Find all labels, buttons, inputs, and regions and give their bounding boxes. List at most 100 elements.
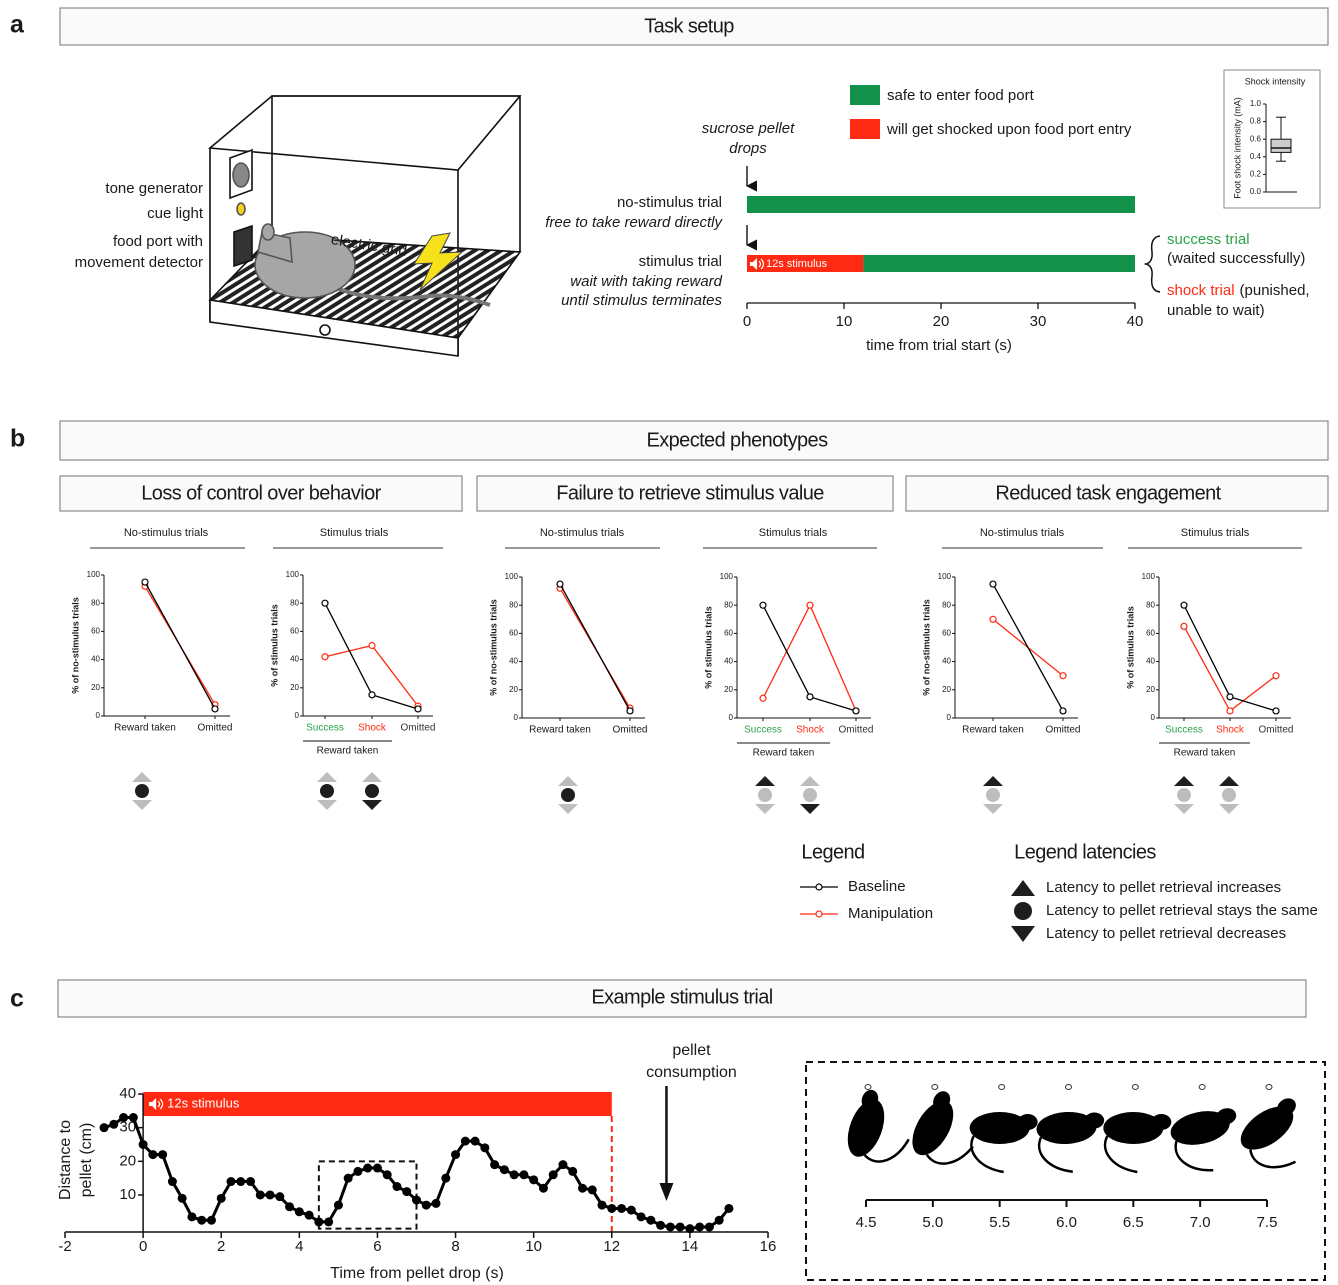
point (568, 1167, 577, 1176)
latency-same (135, 784, 149, 798)
point (139, 1140, 148, 1149)
point (1227, 708, 1233, 714)
point (676, 1222, 685, 1231)
point (1273, 708, 1279, 714)
chart-title: No-stimulus trials (980, 527, 1065, 539)
x-tick-label: Omitted (1045, 725, 1080, 736)
point (1060, 708, 1066, 714)
latency-down (800, 804, 820, 814)
figure: a Task setup b Expected phenotypes Loss … (0, 0, 1338, 1285)
point (322, 600, 328, 606)
latency-same (561, 788, 575, 802)
point (705, 1222, 714, 1231)
point (295, 1207, 304, 1216)
apparatus-label: food port with (113, 233, 203, 250)
x-tick-label: 5.5 (989, 1214, 1010, 1231)
latency-up (800, 776, 820, 786)
annotation: pellet (672, 1042, 711, 1059)
latency-up (558, 776, 578, 786)
x-tick-label: Shock (796, 725, 825, 736)
point (275, 1192, 284, 1201)
point (119, 1113, 128, 1122)
page: { "panels": { "a": {"letter": "a", "titl… (0, 0, 1338, 1285)
x-axis-label: Time from pellet drop (s) (330, 1265, 504, 1282)
x-tick-label: Reward taken (529, 725, 591, 736)
legend-swatch (850, 85, 880, 105)
x-tick-label: 6.0 (1056, 1214, 1077, 1231)
point (480, 1143, 489, 1152)
point (353, 1167, 362, 1176)
point (109, 1120, 118, 1129)
y-axis-label: Foot shock intensity (mA) (1232, 97, 1242, 199)
x-tick-label: 2 (217, 1238, 225, 1255)
box-top (210, 96, 520, 170)
latency-same (1177, 788, 1191, 802)
bar-segment (747, 196, 1135, 213)
y-tick-label: 0.6 (1250, 134, 1262, 143)
stimulus-label: 12s stimulus (167, 1095, 240, 1110)
mouse-ear (262, 224, 274, 240)
latency-same (365, 784, 379, 798)
point (724, 1204, 733, 1213)
point (627, 1206, 636, 1215)
x-tick-label: 10 (836, 313, 853, 330)
y-tick-label: 0.8 (1250, 117, 1262, 126)
point (990, 616, 996, 622)
group-label: Reward taken (317, 746, 379, 757)
cue-light (237, 203, 245, 215)
x-tick-label: Shock (1216, 725, 1245, 736)
point (212, 706, 218, 712)
legend-label: Latency to pellet retrieval increases (1046, 879, 1281, 896)
point (549, 1170, 558, 1179)
y-tick-label: 100 (87, 570, 101, 579)
y-tick-label: 0 (729, 713, 734, 722)
pellet (1266, 1085, 1272, 1090)
y-tick-label: 100 (938, 572, 952, 581)
y-axis-label: % of no-stimulus trials (70, 597, 80, 694)
y-axis-label: % of no-stimulus trials (921, 599, 931, 696)
chart-title: Stimulus trials (320, 527, 389, 539)
pellet (1066, 1085, 1072, 1090)
pellet (1199, 1085, 1205, 1090)
point (760, 695, 766, 701)
chart-title: No-stimulus trials (124, 527, 209, 539)
y-tick-label: 0.4 (1250, 152, 1262, 161)
apparatus (210, 96, 520, 356)
point (148, 1150, 157, 1159)
mouse-body (904, 1094, 962, 1162)
point (415, 706, 421, 712)
outcome-note: (waited successfully) (1167, 250, 1305, 267)
y-tick-label: 20 (509, 685, 518, 694)
y-tick-label: 0 (947, 713, 952, 722)
row-label: stimulus trial (639, 253, 722, 270)
point (471, 1137, 480, 1146)
point (256, 1190, 265, 1199)
latency-down (317, 800, 337, 810)
point (158, 1150, 167, 1159)
x-tick-label: 20 (933, 313, 950, 330)
legend-marker (816, 884, 822, 890)
y-tick-label: 60 (290, 627, 299, 636)
x-axis-label: time from trial start (s) (866, 337, 1012, 354)
legend-label: Latency to pellet retrieval decreases (1046, 925, 1286, 942)
point (373, 1164, 382, 1173)
pellet (999, 1085, 1005, 1090)
x-tick-label: 10 (525, 1238, 542, 1255)
mouse-silhouette (1036, 1110, 1107, 1173)
latency-same (758, 788, 772, 802)
y-axis-label: pellet (cm) (78, 1123, 95, 1198)
point (807, 694, 813, 700)
legend-title: Legend (801, 841, 864, 863)
x-tick-label: -2 (58, 1238, 71, 1255)
point (500, 1165, 509, 1174)
panel-title: Expected phenotypes (647, 429, 829, 451)
point (666, 1222, 675, 1231)
x-tick-label: 0 (743, 313, 751, 330)
pellet (1132, 1085, 1138, 1090)
latency-down (1219, 804, 1239, 814)
point (558, 1160, 567, 1169)
point (1181, 623, 1187, 629)
chart-title: Stimulus trials (759, 527, 828, 539)
y-tick-label: 60 (942, 629, 951, 638)
y-tick-label: 20 (724, 685, 733, 694)
